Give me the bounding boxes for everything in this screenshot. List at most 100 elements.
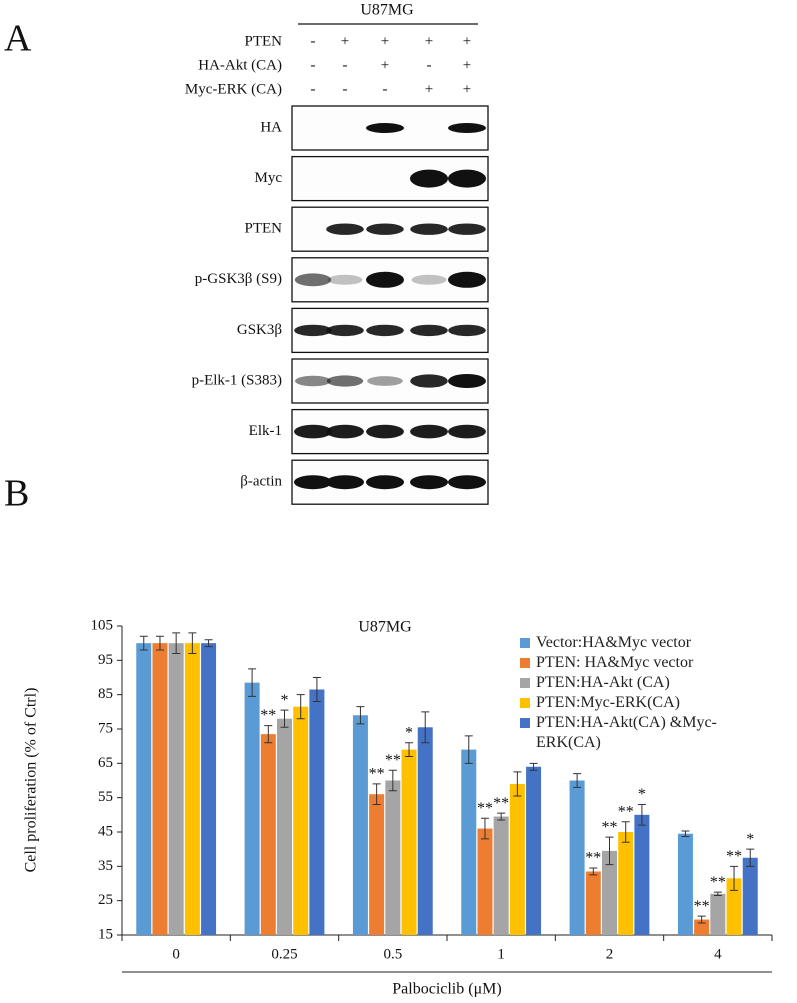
band — [410, 424, 448, 439]
bar — [585, 871, 601, 935]
legend-item: PTEN:Myc-ERK(CA) — [520, 693, 735, 713]
bar — [710, 893, 726, 935]
error-bar — [529, 762, 538, 771]
blot-label: PTEN — [245, 221, 283, 237]
blot-label: p-GSK3β (S9) — [195, 271, 282, 287]
band — [366, 424, 404, 439]
y-tick-label: 105 — [91, 617, 114, 633]
error-bar — [356, 706, 365, 725]
bar — [309, 689, 325, 935]
error-bar — [637, 804, 646, 826]
blot-label: HA — [260, 119, 282, 135]
bar — [277, 718, 292, 935]
band — [294, 324, 332, 337]
bar — [401, 749, 417, 935]
band — [294, 475, 332, 490]
band — [326, 424, 364, 439]
band — [327, 274, 363, 285]
y-tick-label: 25 — [98, 892, 113, 908]
band — [448, 374, 486, 388]
condition-sign: + — [341, 33, 349, 49]
legend-label: PTEN: HA&Myc vector — [536, 654, 694, 671]
significance-label: ** — [585, 850, 601, 867]
legend-swatch — [520, 698, 530, 708]
error-bar — [730, 865, 739, 891]
y-tick-label: 65 — [98, 755, 113, 771]
legend-swatch — [520, 678, 530, 688]
condition-sign: - — [343, 57, 348, 73]
significance-label: * — [746, 831, 754, 848]
condition-label: PTEN — [245, 33, 283, 49]
error-bar — [421, 711, 430, 744]
band — [366, 223, 404, 235]
bar — [569, 780, 585, 935]
condition-label: HA-Akt (CA) — [198, 57, 282, 73]
error-bar — [155, 635, 164, 651]
bar — [461, 749, 477, 935]
blot-label: Elk-1 — [249, 423, 282, 439]
legend-label: PTEN:HA-Akt(CA) &Myc-ERK(CA) — [536, 714, 717, 751]
legend-swatch — [520, 638, 530, 648]
bar — [526, 766, 542, 935]
error-bar — [139, 635, 148, 651]
bar — [152, 643, 168, 935]
x-tick-label: 2 — [606, 946, 614, 962]
condition-sign: - — [311, 81, 316, 97]
error-bar — [248, 668, 257, 697]
error-bar — [312, 677, 321, 703]
significance-label: ** — [694, 898, 710, 915]
significance-label: ** — [385, 752, 401, 769]
x-axis-label: Palbociclib (μM) — [392, 981, 501, 998]
blot-label: β-actin — [240, 474, 282, 490]
band — [448, 169, 486, 188]
band — [295, 375, 331, 387]
band — [410, 169, 448, 188]
y-tick-label: 55 — [98, 789, 113, 805]
band — [448, 424, 486, 439]
error-bar — [264, 725, 273, 744]
y-tick-label: 15 — [98, 926, 113, 942]
legend-item: PTEN: HA&Myc vector — [520, 653, 735, 673]
error-bar — [372, 783, 381, 806]
condition-sign: - — [343, 81, 348, 97]
band — [448, 475, 486, 490]
error-bar — [697, 915, 706, 924]
significance-label: ** — [493, 795, 509, 812]
band — [411, 274, 447, 285]
blot-label: p-Elk-1 (S383) — [192, 372, 282, 388]
y-axis-label: Cell proliferation (% of Ctrl) — [23, 688, 40, 873]
bar — [602, 850, 617, 935]
bar — [634, 814, 650, 935]
condition-sign: + — [425, 33, 433, 49]
legend-label: Vector:HA&Myc vector — [536, 634, 692, 651]
error-bar — [621, 821, 630, 843]
bar — [168, 643, 184, 935]
significance-label: * — [405, 724, 413, 741]
condition-sign: + — [381, 33, 389, 49]
condition-sign: + — [381, 57, 389, 73]
condition-sign: - — [427, 57, 432, 73]
band — [366, 324, 404, 337]
blot-label: GSK3β — [237, 322, 282, 338]
error-bar — [746, 848, 755, 867]
band — [294, 273, 332, 287]
band — [326, 324, 364, 337]
band — [366, 271, 404, 288]
y-tick-label: 95 — [98, 652, 113, 668]
error-bar — [605, 836, 614, 866]
bar — [136, 643, 152, 935]
band — [410, 475, 448, 490]
condition-sign: - — [383, 81, 388, 97]
legend-label: PTEN:Myc-ERK(CA) — [536, 694, 680, 711]
bar — [184, 643, 200, 935]
significance-label: ** — [618, 803, 634, 820]
chart-title: U87MG — [358, 619, 412, 636]
panel-label: B — [4, 473, 29, 515]
y-tick-label: 75 — [98, 720, 113, 736]
legend-item: PTEN:HA-Akt(CA) &Myc-ERK(CA) — [520, 713, 735, 753]
y-tick-label: 45 — [98, 823, 113, 839]
x-tick-label: 1 — [497, 946, 505, 962]
error-bar — [188, 632, 197, 654]
band — [366, 475, 404, 490]
error-bar — [480, 817, 489, 840]
